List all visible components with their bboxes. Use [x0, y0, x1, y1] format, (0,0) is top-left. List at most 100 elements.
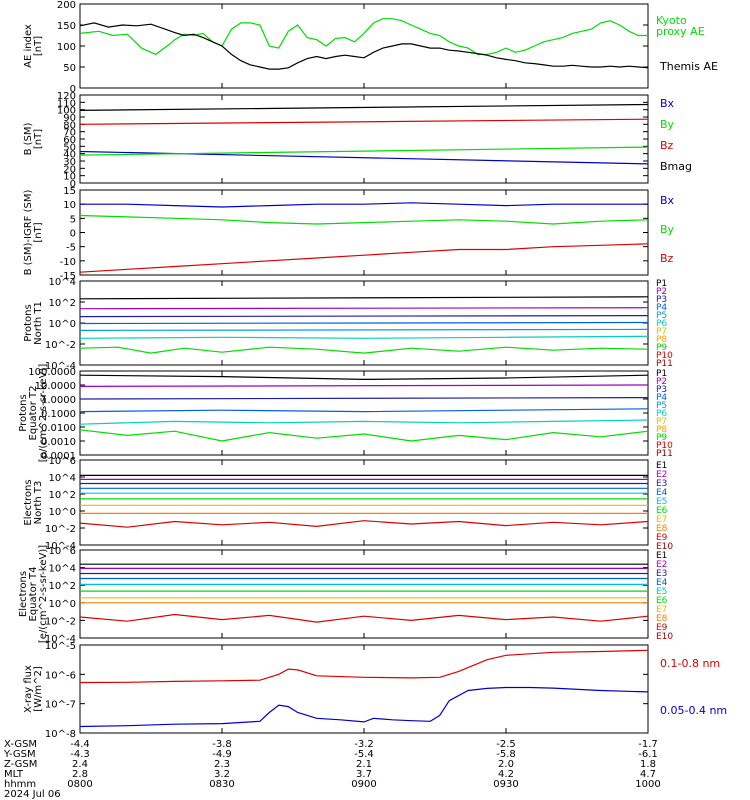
y-tick-label: 70: [63, 128, 76, 139]
footer-value: 3.2: [214, 769, 230, 780]
y-tick-label: 100: [57, 106, 76, 117]
y-axis-label: Electrons: [18, 571, 29, 617]
series-line-p5: [79, 328, 649, 331]
series-line-0-1-0-8-nm: [79, 649, 649, 684]
y-tick-label: 1.0000: [41, 395, 76, 406]
y-tick-label: 20: [63, 164, 76, 175]
y-tick-label: 100.0000: [28, 367, 76, 378]
footer-value: -5.4: [354, 749, 374, 760]
legend-p6: P6: [656, 319, 667, 329]
y-tick-label: 10^6: [49, 456, 76, 467]
y-tick-label: -5: [66, 243, 76, 254]
legend-p3: P3: [656, 295, 667, 305]
footer-value: 0800: [67, 779, 92, 790]
y-tick-label: 10^-2: [45, 524, 76, 535]
y-axis-label: [nT]: [33, 222, 44, 242]
y-axis-label: AE index: [23, 24, 34, 68]
legend-e9: E9: [656, 533, 668, 543]
y-tick-label: 0: [70, 179, 76, 190]
y-axis-label: Electrons: [23, 479, 34, 525]
y-axis-label: X-ray flux: [23, 665, 34, 713]
legend-e9: E9: [656, 623, 668, 633]
legend-xray-long: 0.1-0.8 nm: [660, 657, 720, 670]
legend-bz: Bz: [660, 252, 674, 265]
legend-p5: P5: [656, 401, 667, 411]
y-tick-label: 120: [57, 91, 76, 102]
y-tick-label: 0.1000: [41, 409, 76, 420]
y-axis-label: [p/(cm^2-s-sr-keV)]: [38, 364, 49, 463]
y-axis-label: Equator T2: [28, 386, 39, 441]
series-line-p6: [79, 335, 649, 339]
footer-date: 2024 Jul 06: [4, 789, 61, 800]
legend-e4: E4: [656, 578, 668, 588]
series-line-bx: [80, 202, 648, 208]
legend-p8: P8: [656, 425, 667, 435]
footer-row-label: Y-GSM: [3, 749, 36, 760]
panel-frame: [79, 370, 649, 456]
footer-value: 0900: [351, 779, 376, 790]
footer-row-label: hhmm: [4, 779, 36, 790]
y-axis-label: Equator T4: [28, 567, 39, 622]
y-tick-label: 10^2: [49, 581, 76, 592]
y-tick-label: 60: [63, 135, 76, 146]
legend-p10: P10: [656, 441, 673, 451]
y-tick-label: 10^-4: [45, 361, 76, 372]
y-tick-label: 10^-5: [45, 641, 76, 652]
y-axis-label: North T3: [33, 481, 44, 525]
footer-value: -6.1: [638, 749, 658, 760]
legend-p4: P4: [656, 303, 667, 313]
y-tick-label: 100: [57, 42, 76, 53]
footer-row-label: Z-GSM: [4, 759, 37, 770]
y-axis-label: B (SM): [23, 122, 34, 155]
legend-p6: P6: [656, 409, 667, 419]
y-tick-label: 0.0001: [41, 451, 76, 462]
legend-p9: P9: [656, 433, 667, 443]
legend-e6: E6: [656, 506, 668, 516]
series-line-p3: [79, 315, 649, 318]
legend-proxy-ae: proxy AE: [656, 25, 705, 38]
y-axis-label: [e/(cm^2-s-sr-keV)]: [38, 545, 49, 643]
series-line-p4: [79, 408, 649, 413]
legend-bx: Bx: [660, 97, 675, 110]
y-tick-label: 10^4: [49, 473, 76, 484]
y-axis-label: North T1: [33, 301, 44, 345]
legend-e6: E6: [656, 596, 668, 606]
legend-p7: P7: [656, 417, 667, 427]
legend-by: By: [660, 223, 675, 236]
y-tick-label: 10^-8: [45, 729, 76, 740]
legend-p7: P7: [656, 327, 667, 337]
ephemeris-footer: X-GSM -4.4 -3.8 -3.2 -2.5 -1.7 Y-GSM -4.3 -4.9 -5…: [3, 739, 661, 800]
legend-kyoto: Kyoto: [656, 14, 687, 27]
panel-frame: [79, 459, 649, 546]
legend-p2: P2: [656, 377, 667, 387]
series-line-p3: [79, 397, 649, 400]
footer-value: 2.4: [72, 759, 88, 770]
panel-3: -15 -10 -5 0 5 10 15 B (SM)-IGRF (SM) [nT] Bx By Bz: [23, 186, 675, 282]
footer-value: -4.4: [70, 739, 90, 750]
panel-frame: [79, 189, 649, 276]
y-tick-label: 10: [63, 172, 76, 183]
y-tick-label: 0: [70, 229, 76, 240]
footer-value: -4.3: [70, 749, 90, 760]
y-tick-label: 10^4: [49, 564, 76, 575]
y-axis-label: B (SM)-IGRF (SM): [23, 190, 34, 276]
y-axis-label: [nT]: [33, 36, 44, 56]
panel-frame: [79, 3, 649, 89]
legend-by: By: [660, 118, 675, 131]
legend-p8: P8: [656, 335, 667, 345]
y-tick-label: 10^-2: [45, 340, 76, 351]
y-tick-label: 150: [57, 21, 76, 32]
series-line-0-05-0-4-nm: [79, 686, 649, 728]
y-tick-label: 15: [63, 186, 76, 197]
y-tick-label: 10^0: [49, 507, 76, 518]
legend-e7: E7: [656, 605, 667, 615]
y-tick-label: 30: [63, 157, 76, 168]
legend-e7: E7: [656, 515, 667, 525]
legend-p11: P11: [656, 359, 673, 369]
y-tick-label: 10^2: [49, 298, 76, 309]
legend-e5: E5: [656, 497, 667, 507]
footer-value: 3.7: [356, 769, 372, 780]
legend-p9: P9: [656, 343, 667, 353]
